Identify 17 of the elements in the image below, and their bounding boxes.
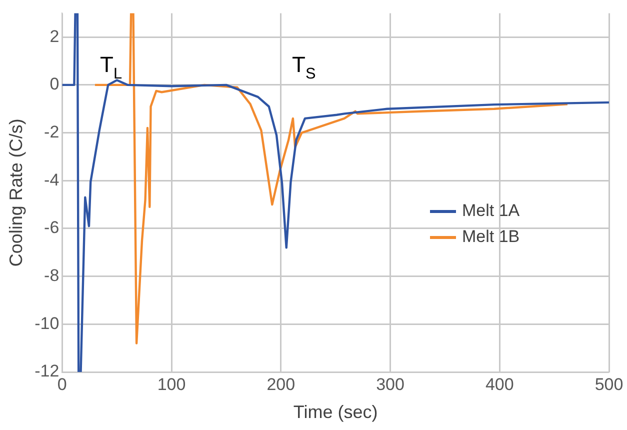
y-tick-label: -10 — [34, 314, 60, 333]
y-tick-label: -8 — [44, 266, 60, 286]
legend-label: Melt 1B — [462, 227, 520, 247]
y-tick-label: -6 — [44, 218, 60, 238]
y-tick-label: -2 — [44, 122, 60, 142]
y-axis-title: Cooling Rate (C/s) — [6, 118, 26, 267]
y-tick-label: -4 — [44, 170, 60, 190]
x-tick-label: 300 — [376, 374, 404, 394]
y-tick-label: 2 — [50, 26, 60, 46]
y-tick-label: -12 — [34, 362, 60, 381]
y-tick-label: 0 — [50, 74, 60, 94]
x-tick-label: 100 — [157, 374, 186, 394]
x-tick-label: 400 — [485, 374, 514, 394]
x-tick-label: 500 — [594, 374, 624, 394]
legend-label: Melt 1A — [462, 201, 520, 221]
x-axis-title: Time (sec) — [293, 402, 378, 422]
x-tick-label: 200 — [266, 374, 296, 394]
